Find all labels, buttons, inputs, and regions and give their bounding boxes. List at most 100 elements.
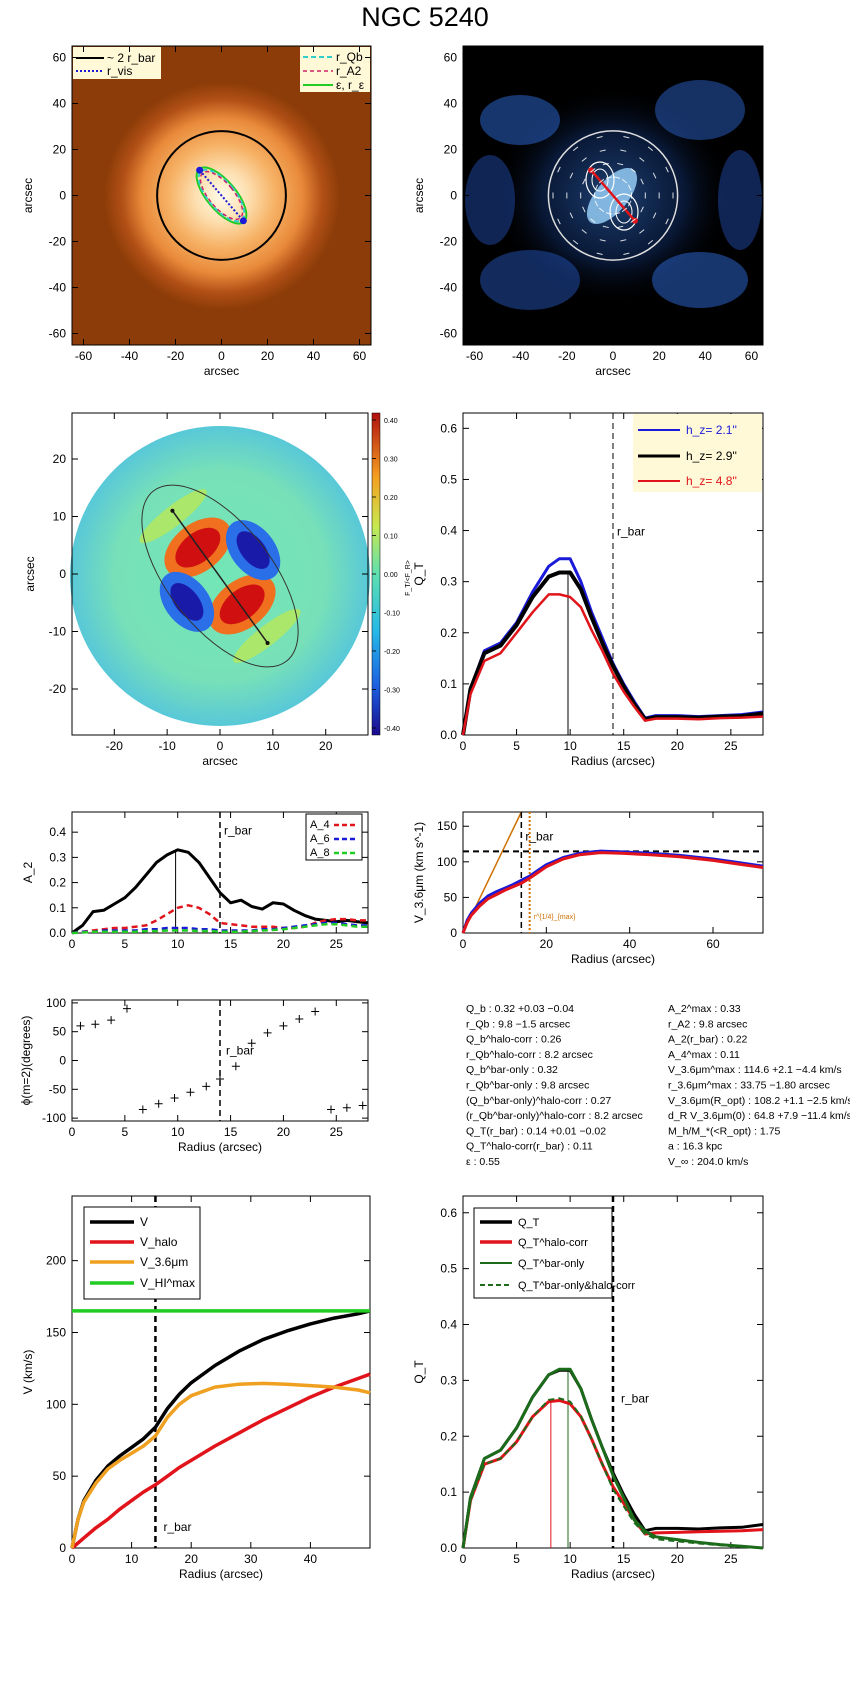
legend-item: h_z= 4.8'' — [686, 474, 737, 488]
force-vector — [627, 200, 632, 207]
legend: Q_T Q_T^halo-corr Q_T^bar-only Q_T^bar-o… — [473, 1207, 635, 1299]
panel-qt-corrected: 0 5 10 15 20 25 0.0 0.1 0.2 0.3 0.4 0.5 0.6 Radius (a… — [412, 1195, 764, 1581]
parameter-line: Q_b : 0.32 +0.03 −0.04 — [466, 1003, 574, 1015]
y-tick-label: 0.2 — [440, 626, 457, 640]
y-tick-label: -20 — [49, 235, 67, 249]
bar-end-point — [265, 641, 270, 645]
legend: h_z= 2.1'' h_z= 2.9'' h_z= 4.8'' — [633, 414, 762, 492]
force-vector — [596, 252, 603, 255]
parameter-line: ε : 0.55 — [466, 1156, 500, 1168]
legend-item: r_A2 — [336, 64, 362, 78]
parameter-line: d_R V_3.6μm(0) : 64.8 +7.9 −11.4 km/s/kp… — [668, 1110, 850, 1122]
x-tick-label: 5 — [513, 1552, 520, 1566]
x-tick-label: 25 — [330, 1125, 344, 1139]
force-vector — [614, 176, 621, 179]
y-tick-label: 150 — [46, 1325, 66, 1339]
parameter-line: (Q_b^bar-only)^halo-corr : 0.27 — [466, 1095, 611, 1107]
rbar-label: r_bar — [163, 1520, 191, 1534]
force-vector — [602, 162, 609, 166]
legend-item: h_z= 2.9'' — [686, 449, 737, 463]
force-vector — [557, 218, 561, 225]
colorbar-tick-label: -0.20 — [384, 649, 400, 656]
x-axis-label: arcsec — [595, 364, 630, 378]
data-point — [263, 1028, 272, 1037]
x-tick-label: 20 — [671, 1552, 685, 1566]
bar-axis-rvis — [198, 169, 245, 222]
force-vector — [569, 172, 574, 179]
colorbar-tick-label: -0.30 — [384, 688, 400, 695]
x-tick-label: -40 — [512, 349, 530, 363]
y-tick-label: 0.3 — [440, 1373, 457, 1387]
bar-ellipse — [141, 484, 299, 668]
colorbar-tick-label: -0.10 — [384, 611, 400, 618]
force-vector — [602, 225, 609, 229]
y-tick-label: 40 — [444, 97, 458, 111]
force-vector — [617, 162, 624, 166]
data-point — [202, 1082, 211, 1091]
y-tick-label: 50 — [53, 1025, 67, 1039]
x-tick-label: 20 — [652, 349, 666, 363]
force-vector — [596, 136, 603, 139]
series-line — [461, 851, 764, 934]
force-vector — [605, 176, 612, 179]
force-map-image — [465, 80, 762, 310]
y-tick-label: -100 — [42, 1111, 66, 1125]
force-vector — [647, 146, 654, 152]
x-tick-label: 20 — [277, 937, 291, 951]
bar-end-point — [170, 508, 175, 513]
force-vector — [627, 184, 632, 191]
x-tick-label: 25 — [330, 937, 344, 951]
legend-item: Q_T^bar-only&halo-corr — [518, 1280, 635, 1292]
series-line — [70, 1372, 371, 1550]
y-tick-label: 100 — [46, 996, 66, 1010]
x-tick-label: 5 — [122, 937, 129, 951]
y-tick-label: 0.3 — [440, 575, 457, 589]
x-tick-label: 40 — [304, 1552, 318, 1566]
y-tick-label: 100 — [46, 1397, 66, 1411]
series-line — [461, 593, 764, 736]
parameter-line: V_3.6μm^max : 114.6 +2.1 −4.4 km/s — [668, 1064, 842, 1076]
panel-image-ellipses: ~ 2 r_bar r_vis r_Qb r_A2 ε, r_ε -60 -40 -… — [21, 45, 372, 378]
x-tick-label: 0 — [218, 349, 225, 363]
legend-item: A_4 — [310, 819, 330, 831]
rmax-label: r^{1/4}_{max} — [534, 914, 576, 921]
y-tick-label: 0.0 — [440, 728, 457, 742]
force-vector — [640, 206, 644, 213]
x-tick-label: 10 — [266, 739, 280, 753]
data-point — [216, 1074, 224, 1083]
y-tick-label: 0.0 — [440, 1541, 457, 1555]
x-tick-label: 0 — [69, 1552, 76, 1566]
y-axis-label: arcsec — [21, 178, 35, 213]
force-vector — [640, 178, 644, 185]
rbar-label: r_bar — [226, 1044, 254, 1058]
x-tick-label: 0 — [217, 739, 224, 753]
y-tick-label: 50 — [53, 1469, 67, 1483]
force-vector — [557, 166, 561, 173]
panel-fourier-amplitudes: 0 5 10 15 20 25 0.0 0.1 0.2 0.3 0.4 A_2 r_bar A_4 A_… — [21, 811, 369, 951]
y-tick-label: 40 — [53, 97, 67, 111]
y-axis-label: V_3.6μm (km s^-1) — [412, 822, 426, 923]
parameter-line: M_h/M_*(<R_opt) : 1.75 — [668, 1125, 781, 1137]
y-tick-label: 20 — [53, 143, 67, 157]
force-vector — [599, 239, 606, 242]
x-tick-label: 0 — [460, 1552, 467, 1566]
series-line — [71, 848, 369, 935]
y-tick-label: -20 — [49, 682, 67, 696]
data-point — [358, 1101, 367, 1110]
y-tick-label: 0 — [59, 1054, 66, 1068]
x-tick-label: -60 — [466, 349, 484, 363]
parameter-line: Q_T(r_bar) : 0.14 +0.01 −0.02 — [466, 1125, 606, 1137]
galaxy-image — [104, 82, 340, 310]
parameter-line: r_Qb : 9.8 −1.5 arcsec — [466, 1018, 570, 1030]
force-vector — [581, 229, 587, 234]
y-tick-label: 0.1 — [49, 901, 66, 915]
x-tick-label: 5 — [122, 1125, 129, 1139]
colorbar-tick-label: 0.10 — [384, 534, 398, 541]
y-tick-label: -60 — [49, 327, 67, 341]
y-axis-label: Q_T — [412, 562, 426, 586]
circle-2rbar — [547, 130, 679, 261]
force-vector — [598, 178, 605, 184]
x-tick-label: 60 — [706, 937, 720, 951]
y-tick-label: 0.4 — [49, 825, 66, 839]
